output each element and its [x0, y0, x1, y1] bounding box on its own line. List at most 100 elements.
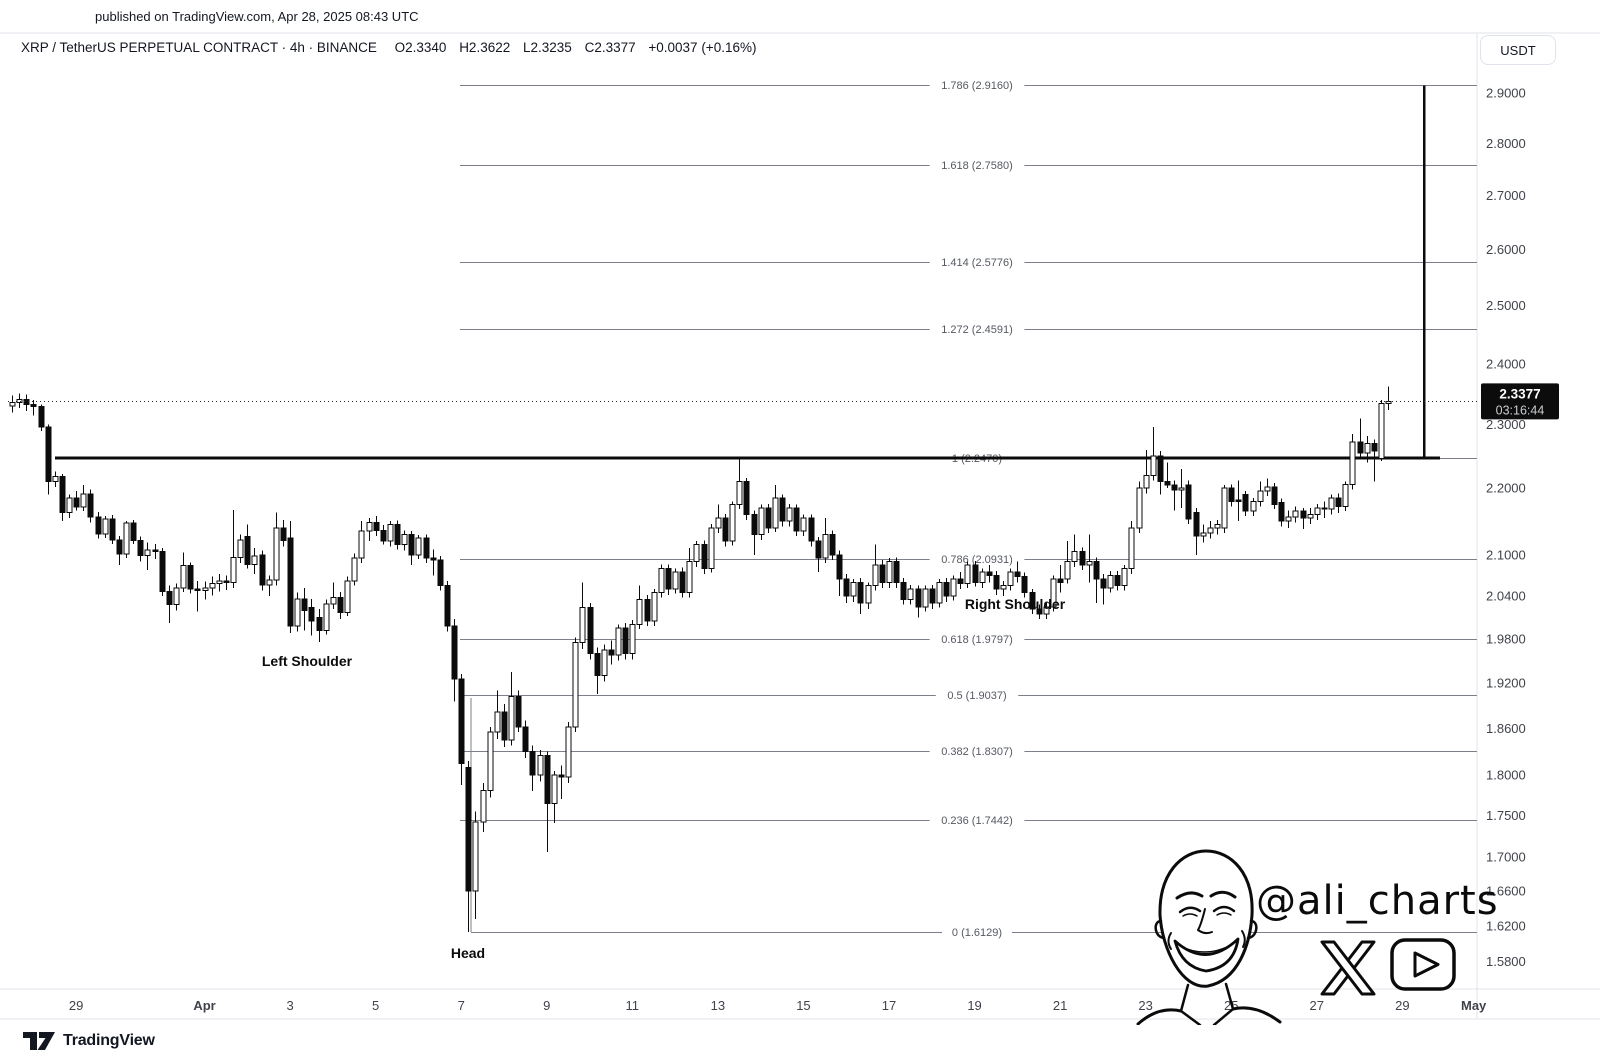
- candle-body: [152, 549, 159, 552]
- candle-body: [1264, 486, 1271, 492]
- candle-body: [743, 481, 750, 515]
- candle-body: [986, 571, 993, 576]
- candle-body: [1328, 497, 1335, 510]
- candle-body: [52, 476, 59, 483]
- fib-level-label-0.382: 0.382 (1.8307): [941, 746, 1013, 758]
- candle-body: [772, 497, 779, 529]
- time-tick-23: 23: [1138, 998, 1152, 1013]
- candle-body: [1100, 578, 1107, 589]
- chart-legend[interactable]: XRP / TetherUS PERPETUAL CONTRACT · 4h ·…: [21, 40, 765, 55]
- candle-body: [187, 565, 194, 590]
- candle-body: [480, 789, 487, 823]
- candle-body: [1050, 578, 1057, 608]
- candle-body: [1257, 490, 1264, 502]
- candle-body: [679, 571, 686, 594]
- fib-extension-tool[interactable]: 1.786 (2.9160) 1.618 (2.7580) 1.414 (2.577…: [460, 78, 1477, 940]
- candle-body: [87, 493, 94, 518]
- price-tick-2.1000: 2.1000: [1486, 547, 1526, 562]
- pattern-label-right-shoulder[interactable]: Right Shoulder: [965, 596, 1066, 612]
- fib-label-bg: [929, 322, 1025, 337]
- price-tick-1.9200: 1.9200: [1486, 675, 1526, 690]
- candle-body: [80, 493, 87, 508]
- candle-body: [915, 588, 922, 608]
- candle-body: [1171, 484, 1178, 491]
- candle-body: [1342, 483, 1349, 508]
- youtube-logo-icon: [1390, 938, 1456, 991]
- candle-body: [38, 406, 45, 428]
- candle-body: [629, 624, 636, 654]
- candle-body: [950, 578, 957, 597]
- candle-body: [751, 513, 758, 535]
- candle-body: [180, 565, 187, 589]
- candle-body: [202, 587, 209, 592]
- currency-unit-button[interactable]: USDT: [1480, 35, 1556, 65]
- candle-body: [893, 561, 900, 583]
- fib-label-bg: [929, 744, 1025, 759]
- candle-body: [686, 561, 693, 594]
- fib-level-label-0.236: 0.236 (1.7442): [941, 815, 1013, 827]
- candle-body: [437, 559, 444, 587]
- candle-body: [943, 581, 950, 597]
- candle-body: [1014, 571, 1021, 578]
- fib-level-label-0.786: 0.786 (2.0931): [941, 554, 1013, 566]
- candle-body: [715, 517, 722, 529]
- candle-body: [872, 564, 879, 587]
- candle-body: [472, 821, 479, 892]
- tradingview-logo[interactable]: TradingView: [22, 1030, 155, 1052]
- candle-body: [401, 533, 408, 546]
- candle-body: [209, 583, 216, 589]
- x-logo-icon: [1320, 940, 1376, 996]
- face-sketch: [1136, 849, 1282, 1025]
- candle-body: [1221, 487, 1228, 529]
- candle-body: [857, 581, 864, 604]
- time-tick-Apr: Apr: [193, 998, 215, 1013]
- candle-body: [936, 581, 943, 604]
- candle-body: [800, 517, 807, 532]
- candle-body: [1178, 487, 1185, 491]
- fib-label-bg: [929, 158, 1025, 173]
- candle-body: [45, 426, 52, 483]
- candle-body: [66, 497, 73, 513]
- time-tick-May: May: [1461, 998, 1487, 1013]
- candle-body: [836, 554, 843, 580]
- price-axis[interactable]: 2.9000 2.8000 2.7000 2.6000 2.5000 2.4000 2.30…: [1486, 86, 1526, 969]
- time-tick-13: 13: [711, 998, 725, 1013]
- pattern-label-head[interactable]: Head: [451, 945, 485, 961]
- candle-body: [394, 523, 401, 546]
- candle-body: [601, 649, 608, 676]
- price-tick-2.3000: 2.3000: [1486, 417, 1526, 432]
- time-tick-27: 27: [1310, 998, 1324, 1013]
- price-tick-2.6000: 2.6000: [1486, 242, 1526, 257]
- pattern-label-left-shoulder[interactable]: Left Shoulder: [262, 653, 353, 669]
- candle-body: [1250, 500, 1257, 512]
- time-tick-3: 3: [286, 998, 293, 1013]
- candle-body: [337, 597, 344, 613]
- author-handle: @ali_charts: [1256, 878, 1499, 924]
- candle-body: [273, 527, 280, 581]
- candle-body: [137, 540, 144, 556]
- candle-body: [351, 557, 358, 582]
- candle-body: [259, 554, 266, 586]
- published-caption: published on TradingView.com, Apr 28, 20…: [95, 9, 419, 24]
- candle-body: [116, 539, 123, 555]
- time-axis[interactable]: 29 Apr 3 5 7 9 11 13 15 17 19 21 23 25 27 29 May: [69, 998, 1487, 1013]
- candle-body: [1335, 497, 1342, 508]
- candle-body: [843, 578, 850, 597]
- candle-body: [95, 516, 102, 535]
- ohlc-close: C2.3377: [584, 40, 636, 55]
- candle-body: [1314, 507, 1321, 515]
- fib-label-bg: [929, 552, 1025, 567]
- candle-body: [1193, 511, 1200, 537]
- candle-body: [508, 695, 515, 741]
- symbol-title[interactable]: XRP / TetherUS PERPETUAL CONTRACT · 4h ·…: [21, 40, 377, 55]
- fib-level-label-0.5: 0.5 (1.9037): [947, 690, 1006, 702]
- tradingview-mark-icon: [23, 1032, 55, 1050]
- candle-body: [1036, 608, 1043, 615]
- candle-body: [822, 533, 829, 559]
- candle-body: [665, 567, 672, 590]
- candle-body: [1164, 481, 1171, 486]
- price-tick-1.9800: 1.9800: [1486, 631, 1526, 646]
- time-tick-21: 21: [1053, 998, 1067, 1013]
